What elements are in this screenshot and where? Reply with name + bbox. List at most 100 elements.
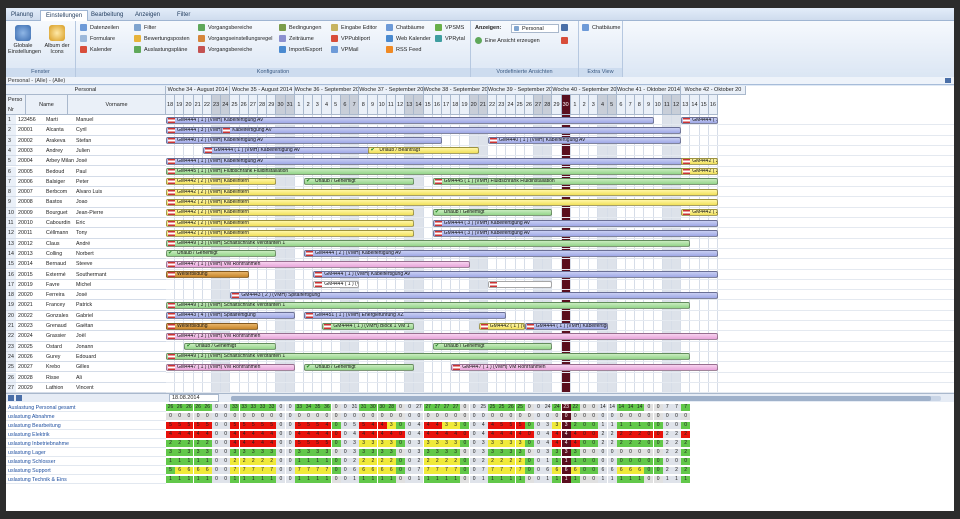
day-header[interactable]: 5 bbox=[607, 95, 617, 115]
day-header[interactable]: 11 bbox=[386, 95, 396, 115]
day-header[interactable]: 31 bbox=[285, 95, 295, 115]
row-name[interactable]: Bernaud bbox=[44, 259, 74, 270]
vprytal-button[interactable]: VPRytal bbox=[435, 35, 465, 44]
row-perso-nr[interactable]: 20023 bbox=[16, 321, 44, 332]
chatbaeume-button[interactable]: Chatbäume bbox=[386, 24, 424, 33]
day-header[interactable]: 12 bbox=[396, 95, 406, 115]
vpmail-button[interactable]: VPMail bbox=[331, 46, 358, 55]
icon-album-button[interactable]: Album der Icons bbox=[42, 25, 72, 55]
web-kalender-button[interactable]: Web Kalender bbox=[386, 35, 431, 44]
datenzeilen-button[interactable]: Datenzeilen bbox=[80, 24, 119, 33]
day-header[interactable]: 5 bbox=[331, 95, 341, 115]
day-header[interactable]: 13 bbox=[681, 95, 691, 115]
assignment-bar[interactable]: GM4444 ( 2 ) (VMH) Kabelfertigung AV bbox=[304, 250, 718, 258]
assignment-bar[interactable]: GM4442 ( 2 ) (VMH) Kabelintern bbox=[166, 209, 415, 217]
vorgangsbereiche-2-button[interactable]: Vorgangsbereiche bbox=[198, 46, 252, 55]
day-header[interactable]: 18 bbox=[166, 95, 176, 115]
row-name[interactable]: Lathion bbox=[44, 382, 74, 394]
day-header[interactable]: 1 bbox=[294, 95, 304, 115]
tab-einstellungen[interactable]: Einstellungen bbox=[40, 10, 89, 21]
assignment-bar[interactable]: GM4447 ( 1 ) (VMH) VM Rohrrahmen bbox=[166, 363, 295, 371]
assignment-bar[interactable]: Kabelfertigung AV bbox=[221, 126, 682, 134]
row-perso-nr[interactable]: 20008 bbox=[16, 197, 44, 208]
row-perso-nr[interactable]: 20029 bbox=[16, 382, 44, 394]
name-header[interactable]: Name bbox=[26, 95, 68, 115]
day-header[interactable]: 16 bbox=[708, 95, 718, 115]
assignment-bar[interactable]: GM4444 ( 1 ) (VMH) Kabelfertigu bbox=[524, 322, 608, 330]
import-export-button[interactable]: Import/Export bbox=[279, 46, 322, 55]
assignment-bar[interactable]: GM4447 ( 1 ) (VMH) VM Rohrrahmen bbox=[451, 363, 718, 371]
row-vorname[interactable]: Southermant bbox=[74, 269, 166, 280]
vorgangsbereiche-button[interactable]: Vorgangsbereiche bbox=[198, 24, 252, 33]
day-header[interactable]: 27 bbox=[248, 95, 258, 115]
filter-bar[interactable]: Personal - (Alle) - (Alle) bbox=[6, 77, 954, 85]
vorname-header[interactable]: Vorname bbox=[68, 95, 166, 115]
rss-feed-button[interactable]: RSS Feed bbox=[386, 46, 421, 55]
day-header[interactable]: 25 bbox=[515, 95, 525, 115]
row-name[interactable]: Marti bbox=[44, 115, 74, 126]
assignment-bar[interactable]: GM4444 ( 1 ) (VMH) Kabelfertigung AV bbox=[166, 116, 654, 124]
assignment-bar[interactable]: GM4442 ( 1 ) (VMH) Ki bbox=[478, 322, 525, 330]
row-name[interactable]: Favre bbox=[44, 279, 74, 291]
global-settings-button[interactable]: Globale Einstellungen bbox=[8, 25, 41, 55]
row-name[interactable]: Andrey bbox=[44, 145, 74, 157]
assignment-bar[interactable]: ✔ Urlaub / Genemigt bbox=[304, 363, 415, 371]
assignment-bar[interactable]: GM4440 ( 1 ) (VMH) Kabelfertigung AV bbox=[488, 137, 682, 145]
filter-button[interactable]: Filter bbox=[134, 24, 156, 33]
row-perso-nr[interactable]: 20007 bbox=[16, 187, 44, 198]
row-name[interactable]: Gonzales bbox=[44, 310, 74, 321]
assignment-bar[interactable]: GM4442 ( 2 ) (VMH) Kabelintern bbox=[166, 178, 277, 186]
day-header[interactable]: 2 bbox=[304, 95, 314, 115]
row-vorname[interactable]: José bbox=[74, 290, 166, 301]
nav-prev-icon[interactable] bbox=[16, 395, 22, 401]
day-header[interactable]: 19 bbox=[175, 95, 185, 115]
day-header[interactable]: 3 bbox=[313, 95, 323, 115]
row-name[interactable]: Balsiger bbox=[44, 176, 74, 188]
row-perso-nr[interactable]: 20015 bbox=[16, 269, 44, 280]
row-perso-nr[interactable]: 20002 bbox=[16, 135, 44, 146]
assignment-bar[interactable]: ✔ Urlaub / Beantragt bbox=[368, 147, 479, 155]
create-view-button[interactable]: Eine Ansicht erzeugen bbox=[475, 37, 540, 46]
row-name[interactable]: Grenaud bbox=[44, 321, 74, 332]
formulare-button[interactable]: Formulare bbox=[80, 35, 115, 44]
day-header[interactable]: 14 bbox=[414, 95, 424, 115]
zeitraeume-button[interactable]: Zeiträume bbox=[279, 35, 314, 44]
day-header[interactable]: 18 bbox=[451, 95, 461, 115]
day-header[interactable]: 23 bbox=[212, 95, 222, 115]
assignment-bar[interactable]: GM4444 ( 1 ) (VMH) Kab bbox=[681, 116, 718, 124]
vpsms-button[interactable]: VPSMS bbox=[435, 24, 464, 33]
row-perso-nr[interactable]: 20010 bbox=[16, 218, 44, 229]
assignment-bar[interactable]: GM4440 ( 2 ) (VMH) Kabelfertigung AV bbox=[166, 137, 442, 145]
row-vorname[interactable]: Michel bbox=[74, 279, 166, 291]
row-vorname[interactable]: Ali bbox=[74, 372, 166, 383]
row-name[interactable]: Berbcom bbox=[44, 187, 74, 198]
row-vorname[interactable]: Vincent bbox=[74, 382, 166, 394]
row-vorname[interactable]: Joao bbox=[74, 197, 166, 208]
bewertungsposten-button[interactable]: Bewertungsposten bbox=[134, 35, 190, 44]
assignment-bar[interactable]: GM4445 ( 1 ) (VMH) Fluidschrank Fluidins… bbox=[432, 178, 718, 186]
assignment-bar[interactable]: GM4444 ( 1 ) (VMH) bbox=[313, 281, 360, 289]
day-header[interactable]: 1 bbox=[570, 95, 580, 115]
horizontal-scroll-track[interactable] bbox=[231, 396, 941, 401]
row-name[interactable]: Arbey Milan bbox=[44, 156, 74, 167]
day-header[interactable]: 3 bbox=[589, 95, 599, 115]
day-header[interactable]: 7 bbox=[626, 95, 636, 115]
view-select[interactable]: Personal bbox=[511, 24, 559, 33]
assignment-bar[interactable]: GM4444 ( 1 ) (VMH) Kabelfertigung AV bbox=[166, 157, 718, 165]
day-header[interactable]: 23 bbox=[497, 95, 507, 115]
row-vorname[interactable]: Cyril bbox=[74, 125, 166, 136]
day-header[interactable]: 15 bbox=[699, 95, 709, 115]
assignment-bar[interactable]: GM4443 ( 2 ) (VMH) Spitalfertigung bbox=[230, 291, 718, 299]
bedingungen-button[interactable]: Bedingungen bbox=[279, 24, 321, 33]
row-perso-nr[interactable]: 20019 bbox=[16, 279, 44, 291]
day-header[interactable]: 8 bbox=[359, 95, 369, 115]
assignment-bar[interactable]: ✔ Urlaub / Genemigt bbox=[166, 250, 277, 258]
day-header[interactable]: 29 bbox=[267, 95, 277, 115]
row-perso-nr[interactable]: 20001 bbox=[16, 125, 44, 136]
day-header[interactable]: 15 bbox=[423, 95, 433, 115]
assignment-bar[interactable]: GM4451 ( 1 ) (VMH) Energieführung XZ bbox=[304, 312, 507, 320]
row-vorname[interactable]: Julien bbox=[74, 145, 166, 157]
day-header[interactable]: 26 bbox=[239, 95, 249, 115]
assignment-bar[interactable]: GM4449 ( 3 ) (VMH) Schaltschrank Verdrah… bbox=[166, 353, 691, 361]
assignment-bar[interactable]: ✔ Urlaub / Genemigt bbox=[304, 178, 415, 186]
